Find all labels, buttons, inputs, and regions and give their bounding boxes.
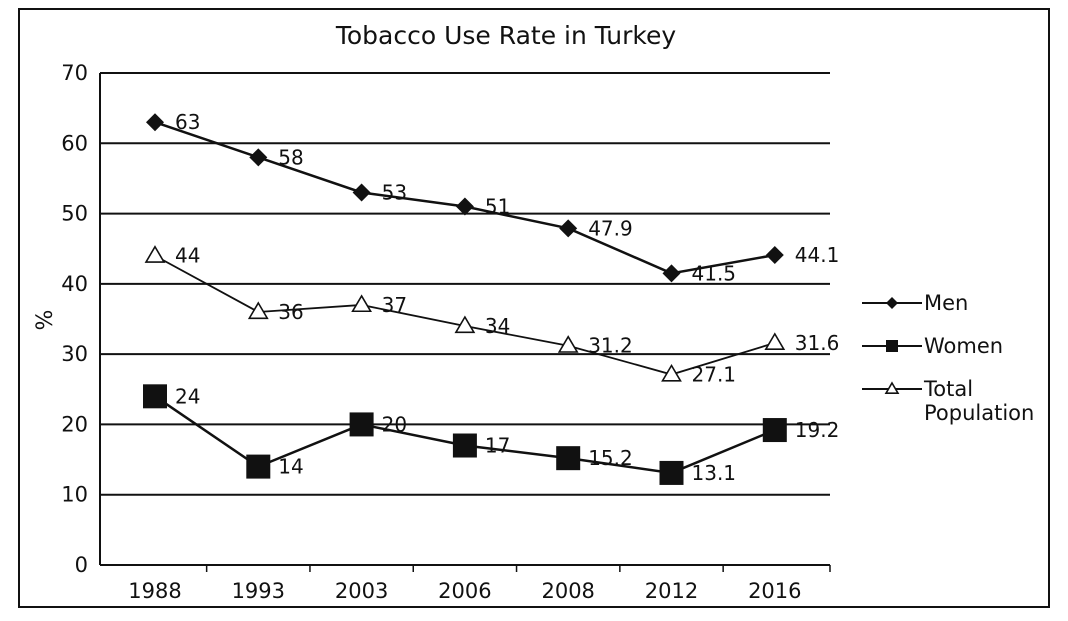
triangle-marker — [884, 381, 900, 395]
y-tick-label: 60 — [61, 131, 88, 155]
y-tick-label: 20 — [61, 412, 88, 436]
x-tick-label: 2012 — [645, 579, 698, 603]
data-label: 44.1 — [795, 243, 840, 267]
data-label: 51 — [485, 195, 510, 219]
chart-title: Tobacco Use Rate in Turkey — [335, 21, 676, 50]
triangle-marker — [661, 363, 682, 382]
data-label: 24 — [175, 384, 200, 408]
data-label: 27.1 — [692, 363, 737, 387]
y-axis-label: % — [33, 310, 58, 331]
x-tick-label: 1988 — [128, 579, 181, 603]
series-women: 24 14 20 17 15.2 13.1 19.2 — [143, 384, 839, 485]
legend-item: Women — [862, 334, 1003, 358]
series-line — [154, 254, 776, 376]
square-marker — [143, 384, 167, 409]
diamond-marker — [455, 197, 474, 216]
data-label: 15.2 — [588, 446, 633, 470]
x-tick-label: 2006 — [438, 579, 491, 603]
y-tick-label: 30 — [61, 342, 88, 366]
y-tick-label: 70 — [61, 61, 88, 85]
data-label: 58 — [278, 145, 303, 169]
square-marker — [556, 446, 581, 471]
triangle-marker — [247, 301, 269, 320]
square-marker — [452, 433, 477, 458]
axes: 0 10 20 30 40 50 60 70 1988 1993 2003 2006 2008 2012 2… — [61, 61, 831, 603]
legend-label: Women — [924, 334, 1003, 358]
series-men: 63 58 53 51 47.9 41.5 44.1 — [146, 110, 839, 285]
legend-item: Men — [862, 291, 968, 315]
square-marker — [659, 460, 684, 485]
data-label: 47.9 — [588, 216, 633, 240]
diamond-marker — [146, 113, 164, 132]
triangle-marker — [144, 245, 166, 263]
legend-label: Total — [923, 377, 973, 401]
data-label: 53 — [382, 180, 407, 204]
data-label: 36 — [278, 300, 303, 324]
series-total-population: 44 36 37 34 31.2 27.1 31.6 — [144, 244, 840, 387]
x-tick-label: 2016 — [748, 579, 801, 603]
data-label: 31.2 — [588, 334, 633, 358]
data-label: 19.2 — [795, 418, 840, 442]
square-marker — [349, 412, 374, 437]
data-label: 20 — [382, 412, 407, 436]
data-label: 13.1 — [692, 461, 737, 485]
diamond-marker — [559, 219, 578, 238]
legend-label: Men — [924, 291, 968, 315]
x-tick-label: 1993 — [232, 579, 285, 603]
data-label: 37 — [382, 293, 407, 317]
x-tick-label: 2003 — [335, 579, 388, 603]
series-layer: 63 58 53 51 47.9 41.5 44.1 24 14 20 17 15.2 13.1 19.2… — [143, 110, 839, 485]
diamond-marker — [352, 183, 371, 202]
diamond-marker — [249, 148, 268, 167]
data-label: 44 — [175, 244, 200, 268]
data-label: 14 — [278, 455, 303, 479]
grid-lines — [100, 72, 830, 496]
y-tick-label: 10 — [61, 483, 88, 507]
x-tick-label: 2008 — [541, 579, 594, 603]
data-label: 41.5 — [692, 261, 737, 285]
y-tick-label: 50 — [61, 202, 88, 226]
chart-frame — [18, 8, 1050, 608]
y-tick-label: 40 — [61, 272, 88, 296]
triangle-marker — [454, 315, 476, 334]
data-label: 63 — [175, 110, 200, 134]
diamond-marker — [765, 246, 784, 265]
square-marker — [246, 454, 271, 479]
y-tick-label: 0 — [75, 553, 88, 577]
triangle-marker — [764, 332, 786, 350]
square-marker — [762, 418, 787, 443]
data-label: 31.6 — [795, 331, 840, 355]
triangle-marker — [351, 294, 372, 313]
diamond-marker — [886, 297, 898, 309]
data-label: 17 — [485, 434, 510, 458]
square-marker — [886, 340, 898, 352]
diamond-marker — [662, 264, 681, 283]
triangle-marker — [557, 335, 579, 353]
data-label: 34 — [485, 314, 510, 338]
legend-label: Population — [924, 401, 1034, 425]
